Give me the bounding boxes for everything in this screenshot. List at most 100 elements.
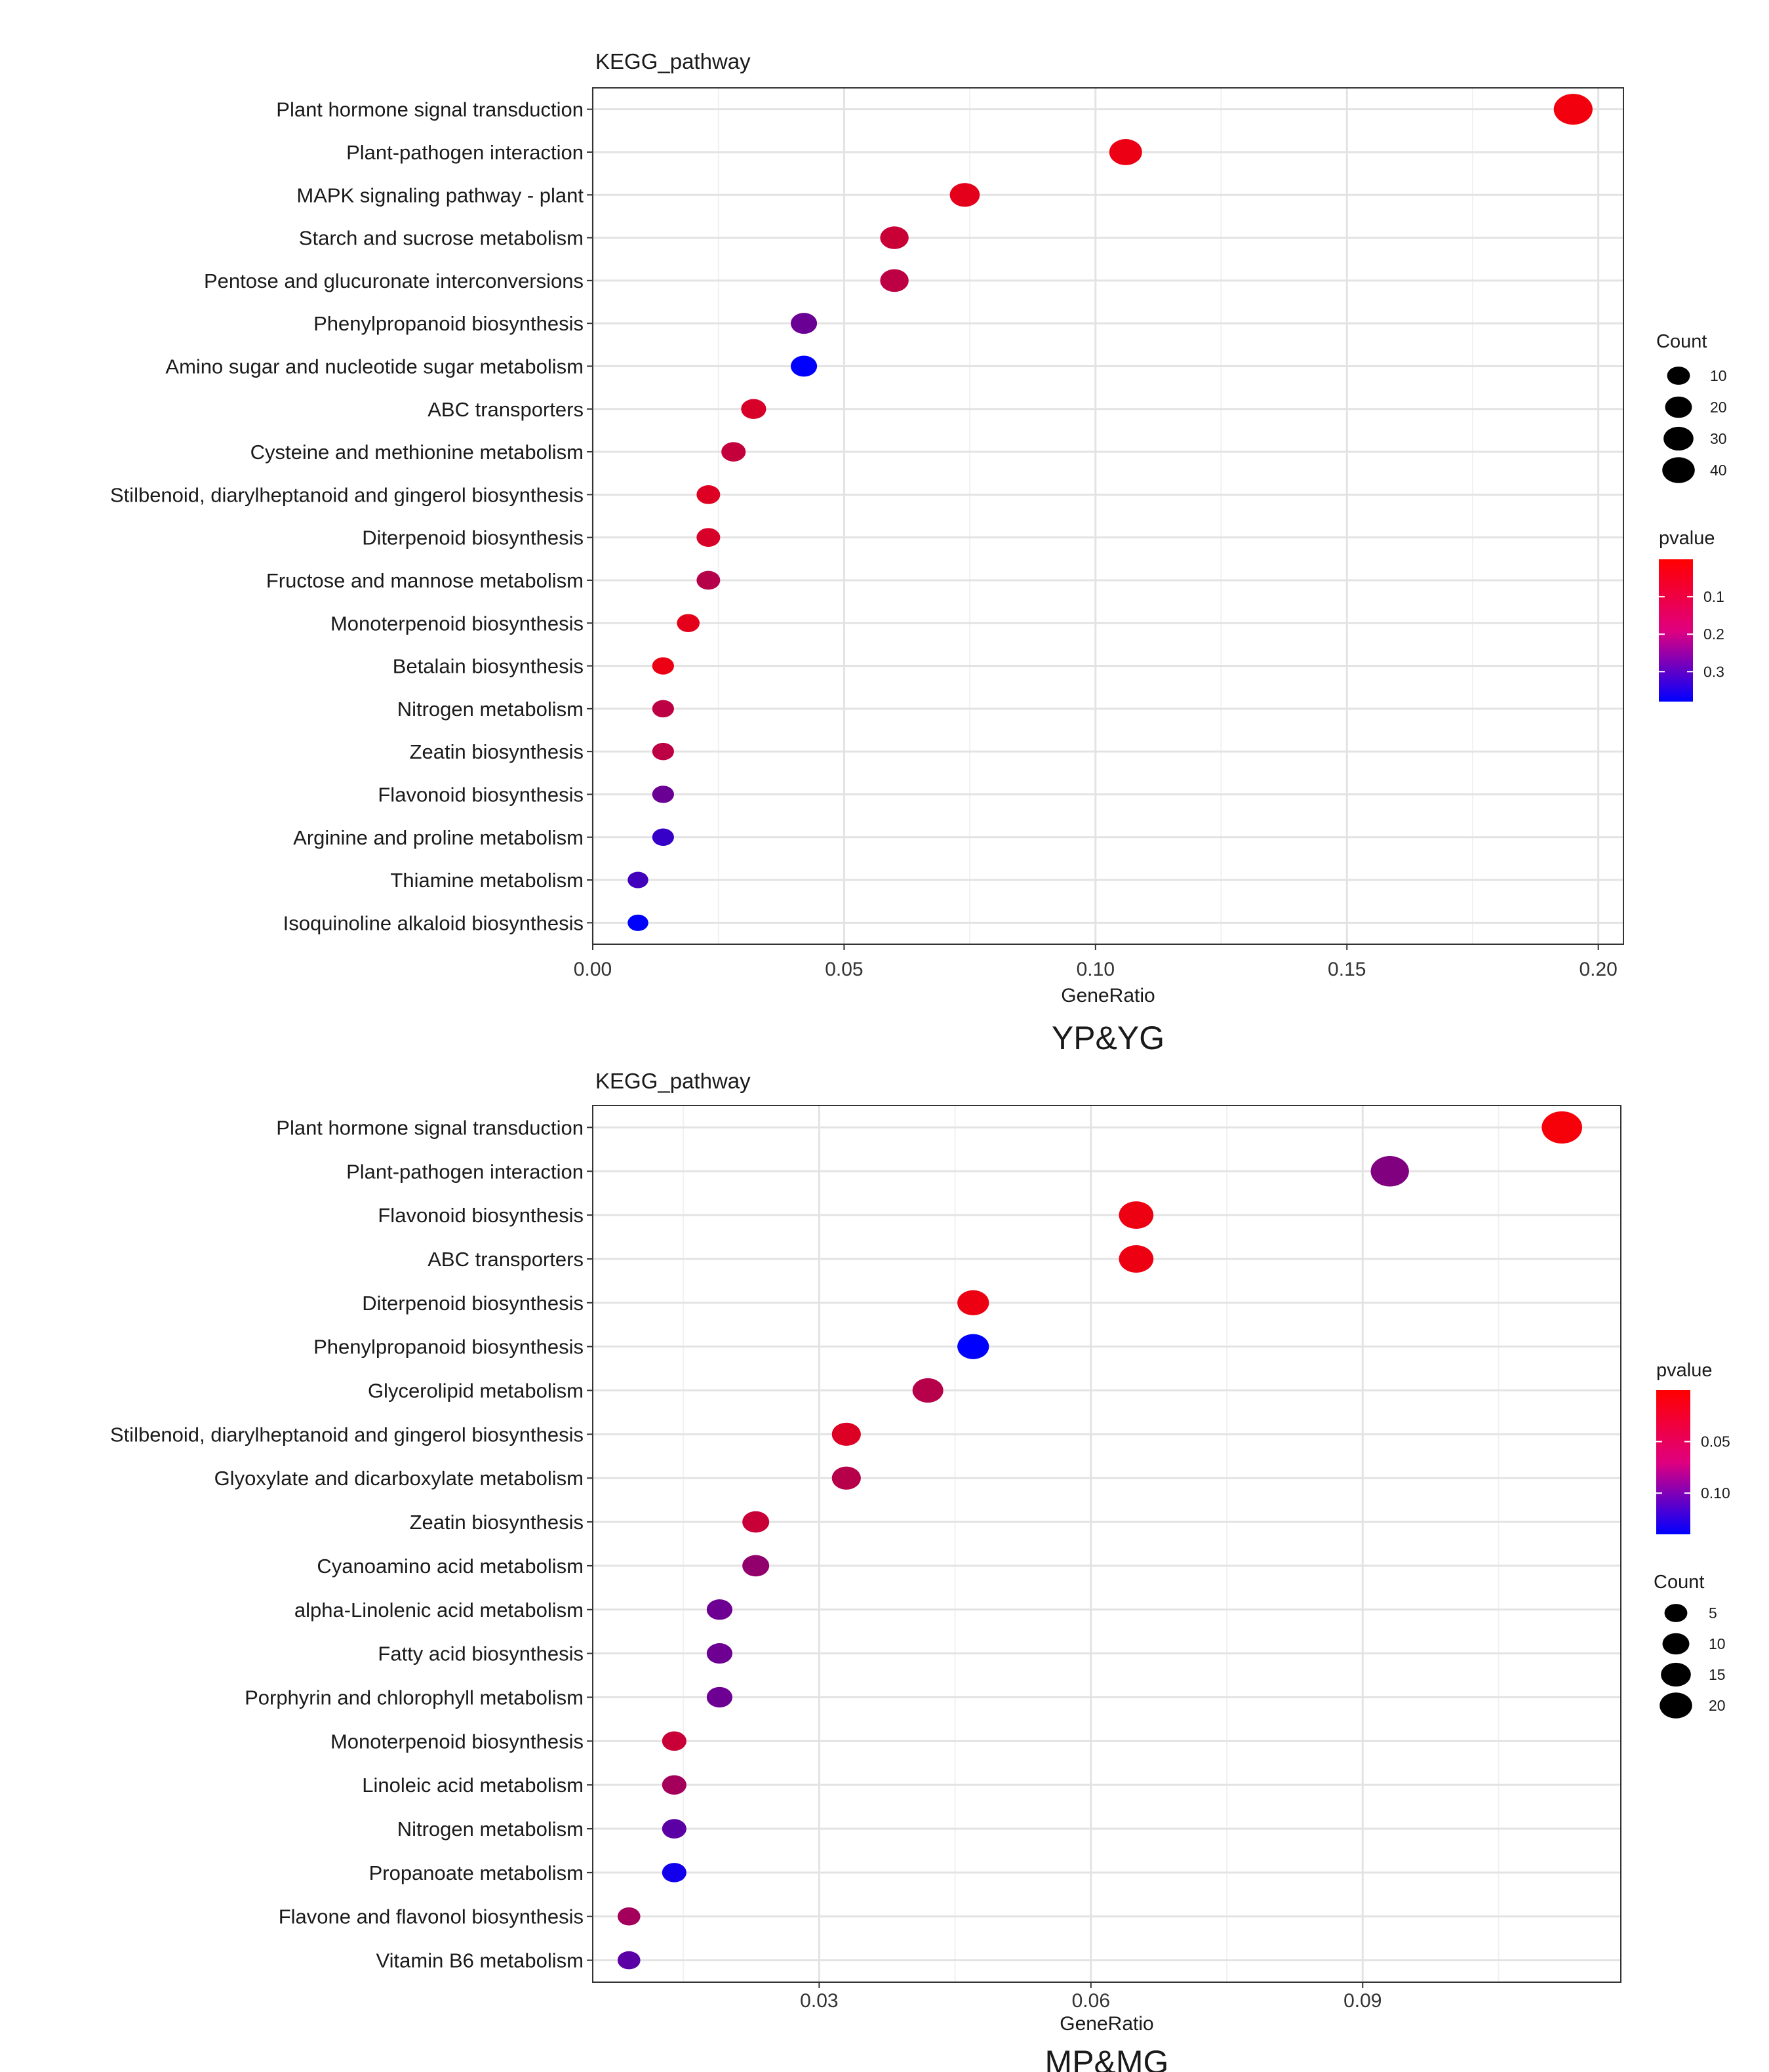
x-tick-label: 0.09 — [1343, 1990, 1381, 2012]
category-label: Plant hormone signal transduction — [276, 98, 584, 121]
data-point — [957, 1334, 989, 1359]
category-label: Phenylpropanoid biosynthesis — [313, 1336, 584, 1359]
category-label: ABC transporters — [427, 398, 584, 421]
category-label: Porphyrin and chlorophyll metabolism — [245, 1686, 584, 1709]
x-tick-label: 0.15 — [1328, 959, 1366, 980]
category-label: Starch and sucrose metabolism — [299, 227, 584, 250]
category-label: Arginine and proline metabolism — [293, 826, 584, 849]
category-label: alpha-Linolenic acid metabolism — [294, 1599, 584, 1622]
category-label: Cyanoamino acid metabolism — [317, 1555, 584, 1578]
panel-caption: YP&YG — [1052, 1020, 1164, 1056]
x-tick-label: 0.00 — [574, 959, 612, 980]
data-point — [1119, 1201, 1154, 1229]
category-label: Stilbenoid, diarylheptanoid and gingerol… — [110, 483, 584, 506]
data-point — [1109, 139, 1142, 165]
category-label: Monoterpenoid biosynthesis — [330, 612, 584, 635]
count-legend-key — [1667, 367, 1690, 385]
data-point — [652, 742, 674, 761]
colorbar-tick-label: 0.05 — [1701, 1433, 1730, 1450]
x-axis-title: GeneRatio — [1060, 2013, 1153, 2035]
data-point — [957, 1290, 989, 1316]
pvalue-legend-title: pvalue — [1659, 528, 1715, 549]
category-label: Diterpenoid biosynthesis — [362, 527, 584, 549]
category-label: Plant-pathogen interaction — [346, 141, 584, 164]
pvalue-legend-title: pvalue — [1656, 1360, 1712, 1381]
data-point — [617, 1907, 641, 1926]
count-legend-key — [1660, 1692, 1692, 1719]
category-label: Flavonoid biosynthesis — [378, 783, 584, 806]
data-point — [662, 1819, 686, 1839]
panel-mp-mg: KEGG_pathway Plant hormone signal transdu… — [110, 1069, 1730, 2072]
count-legend-key — [1662, 1633, 1690, 1655]
data-point — [652, 700, 674, 718]
count-legend-title: Count — [1656, 331, 1707, 352]
data-point — [662, 1731, 686, 1751]
data-point — [1119, 1245, 1154, 1273]
data-point — [706, 1643, 733, 1664]
data-point — [617, 1951, 641, 1970]
pvalue-colorbar — [1656, 1390, 1690, 1534]
data-point — [1370, 1156, 1409, 1187]
category-label: Glycerolipid metabolism — [368, 1380, 584, 1403]
data-point — [880, 226, 909, 249]
count-legend-label: 30 — [1710, 430, 1727, 447]
data-point — [627, 914, 648, 931]
panel-yp-yg: KEGG_pathway Plant hormone signal transdu… — [110, 49, 1727, 1056]
category-label: Propanoate metabolism — [369, 1862, 584, 1884]
x-tick-label: 0.10 — [1077, 959, 1115, 980]
data-point — [652, 828, 674, 846]
category-label: Plant-pathogen interaction — [346, 1160, 584, 1183]
plot-border — [592, 1105, 1621, 1983]
panel-caption: MP&MG — [1045, 2044, 1169, 2072]
data-point — [662, 1863, 686, 1883]
x-tick-label: 0.06 — [1072, 1990, 1110, 2012]
data-point — [696, 528, 721, 547]
count-legend-label: 20 — [1710, 399, 1727, 416]
category-label: Pentose and glucuronate interconversions — [204, 269, 584, 292]
data-point — [662, 1775, 686, 1795]
count-legend-label: 15 — [1709, 1666, 1726, 1683]
colorbar-tick-label: 0.10 — [1701, 1484, 1730, 1502]
category-label: Flavonoid biosynthesis — [378, 1204, 584, 1227]
data-point — [627, 871, 648, 888]
data-point — [790, 313, 818, 334]
category-label: Zeatin biosynthesis — [410, 1511, 584, 1534]
colorbar-tick-label: 0.2 — [1703, 626, 1724, 643]
count-legend-key — [1665, 396, 1692, 418]
data-point — [696, 570, 721, 590]
data-point — [790, 355, 818, 377]
category-label: Diterpenoid biosynthesis — [362, 1292, 584, 1315]
data-point — [831, 1466, 861, 1490]
category-label: Amino sugar and nucleotide sugar metabol… — [165, 355, 584, 378]
category-label: Phenylpropanoid biosynthesis — [313, 312, 584, 335]
category-label: Isoquinoline alkaloid biosynthesis — [283, 911, 584, 934]
data-point — [652, 657, 674, 675]
category-label: Nitrogen metabolism — [397, 698, 584, 721]
category-label: Zeatin biosynthesis — [410, 740, 584, 763]
plot-border — [592, 87, 1624, 945]
category-label: Fructose and mannose metabolism — [266, 569, 584, 592]
category-label: ABC transporters — [427, 1248, 584, 1271]
x-tick-label: 0.05 — [825, 959, 863, 980]
count-legend-label: 20 — [1709, 1697, 1726, 1714]
count-legend-key — [1661, 1662, 1691, 1687]
category-label: Nitrogen metabolism — [397, 1818, 584, 1841]
data-point — [721, 442, 746, 462]
data-point — [652, 786, 674, 803]
data-point — [696, 485, 721, 504]
x-tick-label: 0.03 — [800, 1990, 838, 2012]
count-legend-label: 10 — [1710, 367, 1727, 384]
count-legend-label: 40 — [1710, 462, 1727, 479]
category-label: Thiamine metabolism — [390, 869, 584, 892]
count-legend-label: 10 — [1709, 1635, 1726, 1652]
category-label: Monoterpenoid biosynthesis — [330, 1730, 584, 1753]
data-point — [1541, 1111, 1583, 1144]
category-label: Fatty acid biosynthesis — [378, 1643, 584, 1665]
data-point — [1553, 94, 1593, 125]
data-point — [741, 399, 766, 419]
count-legend-key — [1662, 457, 1695, 483]
data-point — [706, 1599, 733, 1620]
category-label: Plant hormone signal transduction — [276, 1116, 584, 1139]
category-label: Linoleic acid metabolism — [362, 1774, 584, 1797]
